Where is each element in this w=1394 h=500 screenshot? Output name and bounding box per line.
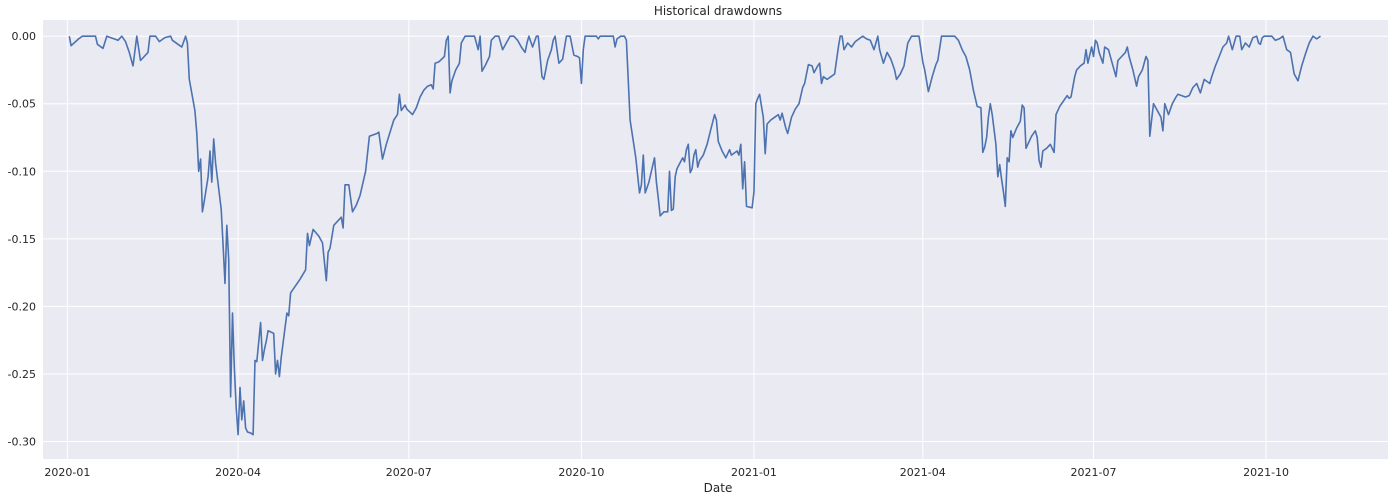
y-tick-label: 0.00 [12,30,37,43]
x-tick-label: 2020-07 [386,466,432,479]
x-tick-label: 2020-01 [44,466,90,479]
x-tick-label: 2021-10 [1243,466,1289,479]
y-tick-label: -0.25 [8,368,36,381]
y-tick-label: -0.20 [8,300,36,313]
x-tick-label: 2020-04 [215,466,261,479]
y-axis: 0.00 -0.05 -0.10 -0.15 -0.20 -0.25 -0.30 [8,30,36,448]
y-tick-label: -0.10 [8,165,36,178]
x-tick-label: 2021-04 [900,466,946,479]
x-tick-label: 2021-01 [731,466,777,479]
y-tick-label: -0.05 [8,98,36,111]
plot-area [43,20,1388,459]
grid-lines [43,20,1388,459]
chart-title: Historical drawdowns [654,4,782,18]
x-axis-label: Date [704,481,733,495]
x-tick-label: 2020-10 [558,466,604,479]
x-tick-label: 2021-07 [1071,466,1117,479]
drawdown-line [68,35,1321,436]
y-tick-label: -0.30 [8,435,36,448]
y-tick-label: -0.15 [8,233,36,246]
x-axis: 2020-01 2020-04 2020-07 2020-10 2021-01 2021-… [44,466,1289,479]
